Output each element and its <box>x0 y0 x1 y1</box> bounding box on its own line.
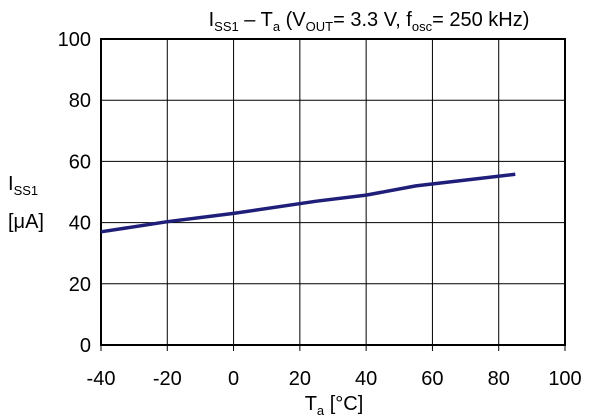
y-tick-label: 60 <box>69 151 91 173</box>
x-tick-label: 100 <box>548 368 581 390</box>
title-text: = 250 kHz) <box>432 9 529 31</box>
x-tick-label: 60 <box>421 368 443 390</box>
y-axis-unit: [μA] <box>8 211 44 233</box>
y-tick-label: 20 <box>69 274 91 296</box>
x-label-subscript: a <box>317 403 325 418</box>
x-tick-label: 20 <box>289 368 311 390</box>
y-tick-label: 80 <box>69 90 91 112</box>
x-tick-label: 0 <box>228 368 239 390</box>
title-subscript: OUT <box>306 19 334 34</box>
y-tick-label: 40 <box>69 213 91 235</box>
title-subscript: osc <box>412 19 433 34</box>
title-text: I <box>209 9 215 31</box>
y-tick-label: 100 <box>58 29 91 51</box>
grid <box>101 39 565 345</box>
y-label-main: I <box>8 173 14 195</box>
x-tick-label: -20 <box>153 368 182 390</box>
title-text: = 3.3 V, f <box>333 9 412 31</box>
series-group <box>100 172 516 234</box>
x-axis-label: Ta [°C] <box>305 393 364 418</box>
y-axis-label: ISS1 <box>8 173 38 198</box>
x-tick-label: 80 <box>488 368 510 390</box>
x-ticks: -40 -20 0 20 40 60 80 100 <box>87 345 582 390</box>
title-subscript: a <box>273 19 281 34</box>
x-tick-label: 40 <box>355 368 377 390</box>
y-tick-label: 0 <box>80 335 91 357</box>
chart-title: ISS1 – Ta (VOUT= 3.3 V, fosc= 250 kHz) <box>209 9 530 34</box>
x-label-unit: [°C] <box>324 393 363 415</box>
title-subscript: SS1 <box>214 19 239 34</box>
x-tick-label: -40 <box>87 368 116 390</box>
title-text: – T <box>239 9 273 31</box>
plot-frame <box>100 38 566 346</box>
x-label-main: T <box>305 393 317 415</box>
y-label-subscript: SS1 <box>14 183 39 198</box>
y-ticks: 0 20 40 60 80 100 <box>58 29 91 357</box>
series-line <box>100 172 516 234</box>
title-text: (V <box>280 9 306 31</box>
